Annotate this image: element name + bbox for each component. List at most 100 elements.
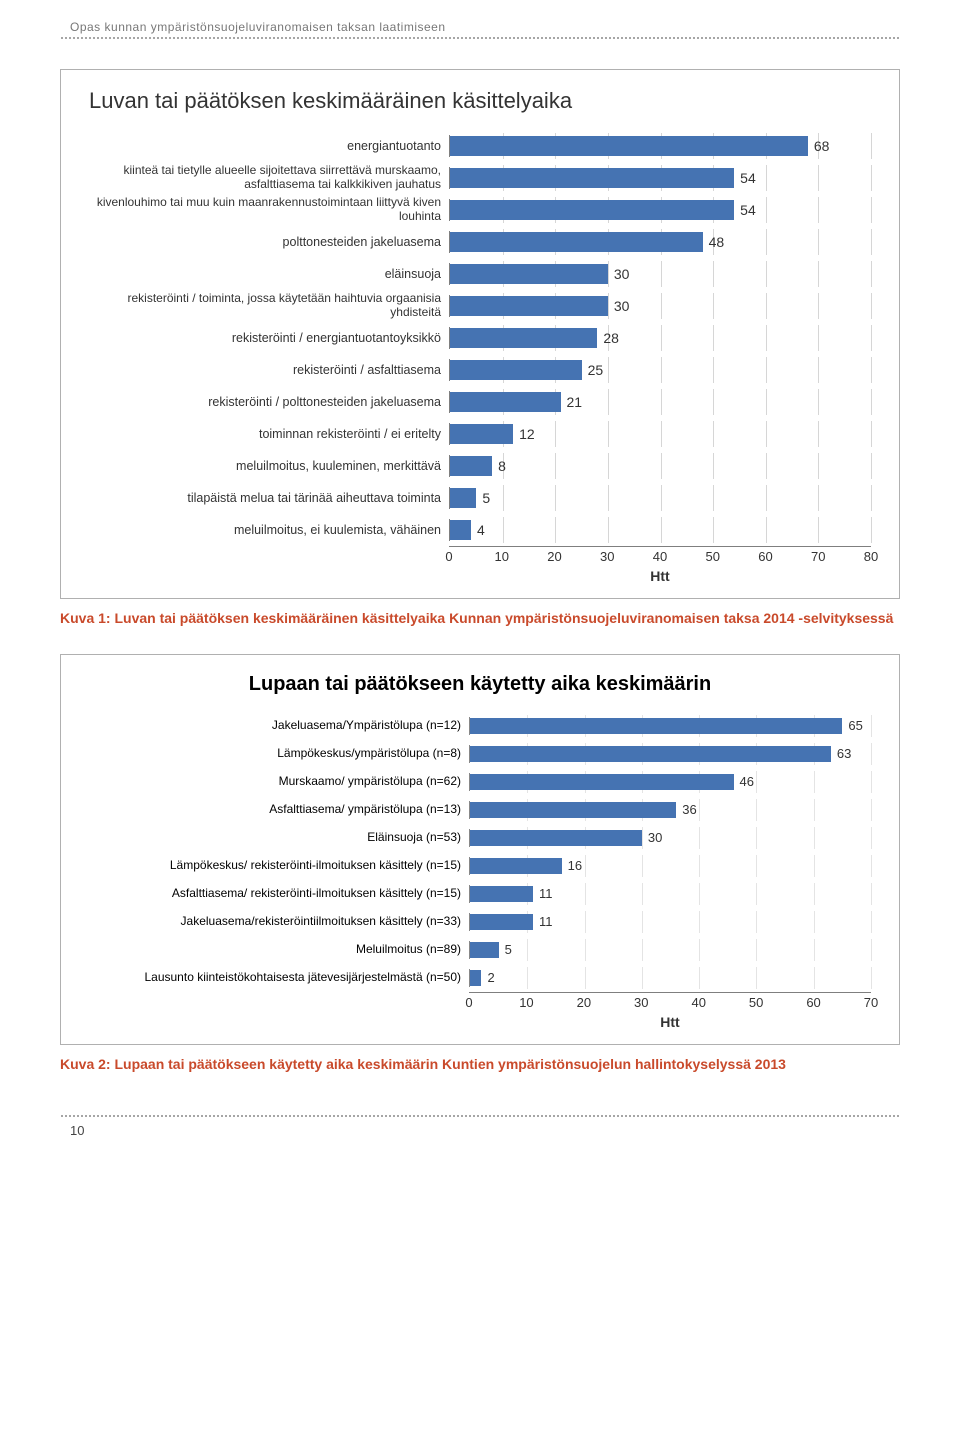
bar-value: 30: [642, 829, 662, 847]
chart-row: eläinsuoja30: [89, 260, 871, 288]
chart-row: energiantuotanto68: [89, 132, 871, 160]
bar: [470, 774, 734, 790]
bar-track: 54: [449, 199, 871, 221]
bar: [450, 264, 608, 284]
bar-track: 68: [449, 135, 871, 157]
bar-track: 16: [469, 857, 871, 875]
bar-label: rekisteröinti / energiantuotantoyksikkö: [89, 331, 449, 345]
bar-value: 2: [481, 969, 494, 987]
chart-row: kiinteä tai tietylle alueelle sijoitetta…: [89, 164, 871, 192]
bar-label: kivenlouhimo tai muu kuin maanrakennusto…: [89, 196, 449, 224]
bar-track: 30: [449, 295, 871, 317]
chart-row: Jakeluasema/Ympäristölupa (n=12)65: [89, 714, 871, 738]
bar: [470, 830, 642, 846]
bar-label: Lausunto kiinteistökohtaisesta jätevesij…: [89, 971, 469, 985]
axis-tick: 20: [547, 549, 561, 564]
axis-tick: 0: [445, 549, 452, 564]
chart-row: toiminnan rekisteröinti / ei eritelty12: [89, 420, 871, 448]
axis-tick: 70: [811, 549, 825, 564]
bar-value: 36: [676, 801, 696, 819]
bar-label: Jakeluasema/Ympäristölupa (n=12): [89, 719, 469, 733]
bar: [450, 328, 597, 348]
bar-label: tilapäistä melua tai tärinää aiheuttava …: [89, 491, 449, 505]
axis-tick: 10: [495, 549, 509, 564]
chart-row: rekisteröinti / asfalttiasema 25: [89, 356, 871, 384]
axis-tick: 50: [706, 549, 720, 564]
bar-value: 68: [808, 135, 830, 157]
page-number: 10: [70, 1123, 900, 1138]
page-header: Opas kunnan ympäristönsuojeluviranomaise…: [70, 20, 900, 34]
bar-track: 30: [449, 263, 871, 285]
axis-tick: 40: [653, 549, 667, 564]
axis-tick: 60: [806, 995, 820, 1010]
bar-value: 63: [831, 745, 851, 763]
bar: [470, 858, 562, 874]
bar-track: 46: [469, 773, 871, 791]
bar-value: 12: [513, 423, 535, 445]
bar-track: 36: [469, 801, 871, 819]
bar-label: rekisteröinti / polttonesteiden jakeluas…: [89, 395, 449, 409]
bar-label: kiinteä tai tietylle alueelle sijoitetta…: [89, 164, 449, 192]
bar: [450, 488, 476, 508]
chart-row: Lausunto kiinteistökohtaisesta jätevesij…: [89, 966, 871, 990]
bar-track: 5: [449, 487, 871, 509]
bar-label: meluilmoitus, kuuleminen, merkittävä: [89, 459, 449, 473]
bar: [470, 970, 481, 986]
axis-tick: 50: [749, 995, 763, 1010]
chart1-ticks: 01020304050607080: [449, 546, 871, 566]
bar-label: Murskaamo/ ympäristölupa (n=62): [89, 775, 469, 789]
chart-row: rekisteröinti / polttonesteiden jakeluas…: [89, 388, 871, 416]
chart2-ticks: 010203040506070: [469, 992, 871, 1012]
bar-value: 11: [533, 885, 553, 903]
bar: [450, 392, 561, 412]
bar: [470, 914, 533, 930]
bar-value: 21: [561, 391, 583, 413]
chart-row: Eläinsuoja (n=53)30: [89, 826, 871, 850]
chart-row: Jakeluasema/rekisteröintiilmoituksen käs…: [89, 910, 871, 934]
bar: [450, 456, 492, 476]
bar-value: 25: [582, 359, 604, 381]
bar-value: 54: [734, 167, 756, 189]
chart-row: Murskaamo/ ympäristölupa (n=62)46: [89, 770, 871, 794]
bar-label: rekisteröinti / asfalttiasema: [89, 363, 449, 377]
bar: [470, 886, 533, 902]
caption-1: Kuva 1: Luvan tai päätöksen keskimääräin…: [60, 609, 900, 628]
axis-tick: 80: [864, 549, 878, 564]
bar-value: 8: [492, 455, 506, 477]
bar-track: 21: [449, 391, 871, 413]
chart-row: polttonesteiden jakeluasema 48: [89, 228, 871, 256]
header-separator: [60, 36, 900, 39]
chart-row: Meluilmoitus (n=89)5: [89, 938, 871, 962]
bar-value: 11: [533, 913, 553, 931]
chart1-axis-title: Htt: [449, 568, 871, 584]
chart2-rows: Jakeluasema/Ympäristölupa (n=12)65 Lämpök…: [89, 714, 871, 990]
axis-tick: 60: [758, 549, 772, 564]
bar: [450, 168, 734, 188]
chart1-title: Luvan tai päätöksen keskimääräinen käsit…: [89, 88, 871, 114]
bar: [450, 232, 703, 252]
bar-track: 28: [449, 327, 871, 349]
bar-label: Lämpökeskus/ympäristölupa (n=8): [89, 747, 469, 761]
chart-2: Lupaan tai päätökseen käytetty aika kesk…: [60, 654, 900, 1045]
bar-label: Lämpökeskus/ rekisteröinti-ilmoituksen k…: [89, 859, 469, 873]
caption-2: Kuva 2: Lupaan tai päätökseen käytetty a…: [60, 1055, 900, 1074]
bar-label: Jakeluasema/rekisteröintiilmoituksen käs…: [89, 915, 469, 929]
axis-tick: 70: [864, 995, 878, 1010]
bar-value: 48: [703, 231, 725, 253]
bar-track: 8: [449, 455, 871, 477]
bar-label: polttonesteiden jakeluasema: [89, 235, 449, 249]
chart1-rows: energiantuotanto68 kiinteä tai tietylle a…: [89, 132, 871, 544]
chart-row: Lämpökeskus/ympäristölupa (n=8) 63: [89, 742, 871, 766]
bar-value: 54: [734, 199, 756, 221]
bar: [450, 136, 808, 156]
chart-row: meluilmoitus, kuuleminen, merkittävä 8: [89, 452, 871, 480]
axis-tick: 0: [465, 995, 472, 1010]
bar-track: 30: [469, 829, 871, 847]
bar-label: Asfalttiasema/ rekisteröinti-ilmoituksen…: [89, 887, 469, 901]
bar: [470, 802, 676, 818]
chart2-axis-title: Htt: [469, 1014, 871, 1030]
bar-track: 48: [449, 231, 871, 253]
bar-value: 30: [608, 295, 630, 317]
bar-label: Meluilmoitus (n=89): [89, 943, 469, 957]
bar-label: rekisteröinti / toiminta, jossa käytetää…: [89, 292, 449, 320]
